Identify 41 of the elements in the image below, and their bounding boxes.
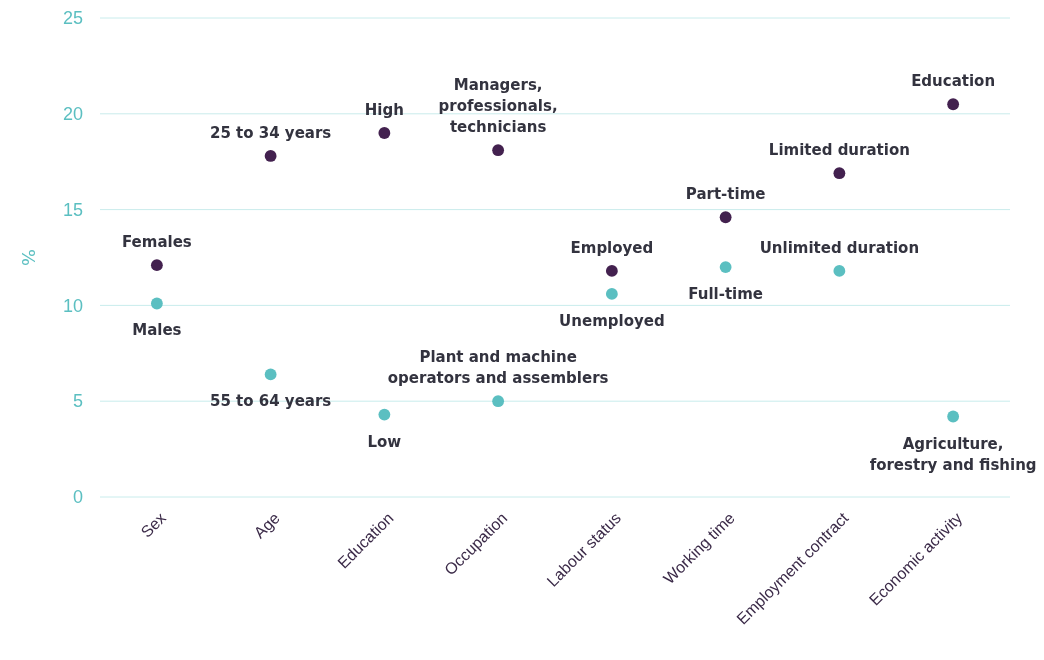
point [378,408,391,421]
annotation: Plant and machine operators and assemblers [387,348,609,388]
annotation: 25 to 34 years [209,123,332,142]
point [947,410,960,423]
y-axis-title: % [18,248,39,267]
point [947,98,960,111]
annotation: Unlimited duration [759,238,920,257]
point [378,127,391,139]
annotation: Employed [570,238,654,257]
y-tick-label: 25 [62,8,83,29]
y-tick-label: 20 [62,104,83,125]
y-tick-label: 10 [62,295,83,316]
x-tick-label: Sex [137,509,170,541]
annotation: 55 to 64 years [209,392,332,411]
annotation: Low [367,432,402,451]
point [264,368,277,381]
point [264,150,277,162]
point [492,144,505,157]
annotation: Managers, professionals, technicians [438,76,558,137]
annotation: Unemployed [559,311,665,330]
annotation: Part-time [685,185,766,204]
point [833,265,846,277]
annotation: Females [121,233,192,252]
y-tick-label: 5 [72,391,83,412]
point [605,288,618,300]
annotation: High [364,100,404,119]
point [719,261,732,273]
x-tick-label: Age [250,509,283,542]
point [150,297,163,310]
point [150,259,163,272]
point [833,167,846,180]
point [719,211,732,224]
point [492,395,505,408]
point [605,265,618,277]
annotation: Males [132,321,182,340]
annotation: Limited duration [768,141,910,160]
y-tick-label: 0 [72,487,83,508]
y-tick-label: 15 [62,199,83,220]
annotation: Full-time [688,285,764,304]
annotation: Education [911,72,996,91]
annotation: Agriculture, forestry and fishing [869,434,1037,474]
